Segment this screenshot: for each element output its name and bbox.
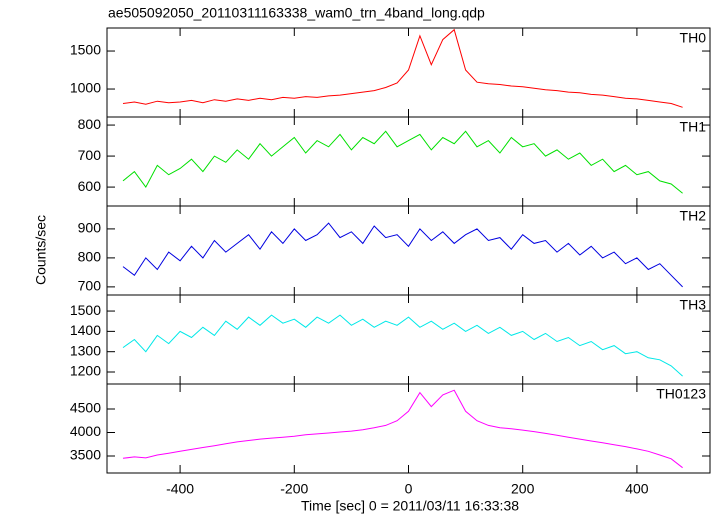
panel-label: TH0123 bbox=[656, 386, 706, 402]
y-tick-label: 1000 bbox=[70, 80, 101, 96]
x-tick-label: -200 bbox=[280, 481, 308, 497]
y-tick-label: 900 bbox=[78, 220, 102, 236]
x-tick-label: 400 bbox=[625, 481, 649, 497]
y-tick-label: 4500 bbox=[70, 400, 101, 416]
y-axis-label: Counts/sec bbox=[33, 215, 49, 285]
x-tick-label: 0 bbox=[405, 481, 413, 497]
panel-frame bbox=[106, 27, 711, 118]
light-curve bbox=[122, 28, 683, 108]
x-tick-label: -400 bbox=[166, 481, 194, 497]
panel-label: TH3 bbox=[680, 297, 707, 313]
y-tick-label: 1500 bbox=[70, 302, 101, 318]
y-tick-label: 800 bbox=[78, 116, 102, 132]
y-tick-label: 800 bbox=[78, 249, 102, 265]
panel-label: TH2 bbox=[680, 208, 707, 224]
y-tick-label: 600 bbox=[78, 178, 102, 194]
y-tick-label: 1400 bbox=[70, 322, 101, 338]
light-curve bbox=[122, 314, 683, 377]
y-tick-label: 1300 bbox=[70, 342, 101, 358]
panel-frame bbox=[106, 116, 711, 207]
y-tick-label: 1500 bbox=[70, 42, 101, 58]
panel-frame bbox=[106, 205, 711, 296]
x-tick-label: 200 bbox=[511, 481, 535, 497]
light-curve bbox=[122, 222, 683, 288]
x-axis-label: Time [sec] 0 = 2011/03/11 16:33:38 bbox=[301, 498, 519, 514]
light-curve bbox=[122, 130, 683, 194]
light-curve bbox=[122, 389, 683, 469]
y-tick-label: 700 bbox=[78, 147, 102, 163]
chart-title: ae505092050_20110311163338_wam0_trn_4ban… bbox=[108, 5, 485, 21]
y-tick-label: 4000 bbox=[70, 423, 101, 439]
y-tick-label: 3500 bbox=[70, 447, 101, 463]
y-tick-label: 1200 bbox=[70, 363, 101, 379]
panel-label: TH1 bbox=[680, 119, 707, 135]
panel-frame bbox=[106, 383, 711, 474]
y-tick-label: 700 bbox=[78, 278, 102, 294]
panel-label: TH0 bbox=[680, 30, 707, 46]
panel-frame bbox=[106, 294, 711, 385]
